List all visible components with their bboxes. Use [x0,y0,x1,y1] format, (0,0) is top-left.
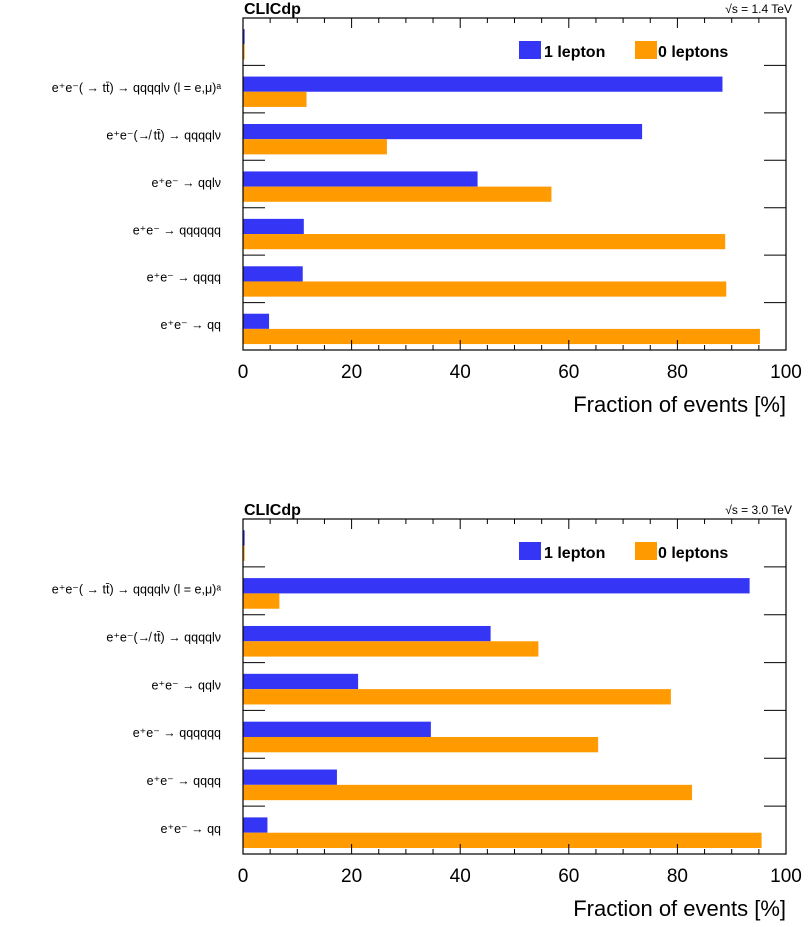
bar-zero-leptons-5 [243,91,307,107]
category-label-0: e⁺e⁻ → qq [161,318,221,332]
energy-label: √s = 3.0 TeV [725,503,792,517]
bar-zero-leptons-0 [243,328,760,345]
plot-frame [242,518,787,855]
bar-zero-leptons-4 [243,139,387,155]
bar-one-lepton-4 [243,625,491,642]
bar-zero-leptons-6 [243,545,245,561]
category-label-4: e⁺e⁻(↛ tt̄) → qqqqlν [106,128,221,142]
bar-one-lepton-3 [243,673,359,690]
x-tick-label-4: 80 [667,362,688,383]
legend-label-one-lepton: 1 lepton [544,545,605,562]
energy-label: √s = 1.4 TeV [725,2,792,16]
category-label-3: e⁺e⁻ → qqlν [152,176,221,190]
x-tick-label-1: 20 [341,866,362,887]
x-tick-label-3: 60 [558,362,579,383]
bar-one-lepton-3 [243,171,478,187]
bar-zero-leptons-3 [243,689,671,705]
x-tick-label-0: 0 [238,362,249,383]
collaboration-label: CLICdp [244,1,301,18]
bar-zero-leptons-5 [243,593,280,609]
bar-one-lepton-1 [243,266,303,282]
legend-label-zero-leptons: 0 leptons [658,44,728,61]
x-tick-label-2: 40 [450,866,471,887]
x-tick-label-5: 100 [770,866,802,887]
legend-label-zero-leptons: 0 leptons [658,545,728,562]
bar-zero-leptons-4 [243,641,539,657]
bar-one-lepton-6 [243,530,245,546]
bar-one-lepton-2 [243,721,431,737]
category-label-1: e⁺e⁻ → qqqq [147,271,221,285]
category-label-3: e⁺e⁻ → qqlν [152,678,221,692]
collaboration-label: CLICdp [244,502,301,519]
bar-zero-leptons-1 [243,281,727,297]
bar-one-lepton-5 [243,76,723,92]
bar-zero-leptons-1 [243,784,693,801]
bar-one-lepton-0 [243,817,268,833]
x-tick-label-2: 40 [450,362,471,383]
legend-label-one-lepton: 1 lepton [544,44,605,61]
legend-swatch-zero-leptons [635,41,657,59]
category-label-5: e⁺e⁻( → tt̄) → qqqqlν (l = e,μ)ᵃ [52,81,222,95]
bar-zero-leptons-0 [243,832,762,849]
category-label-0: e⁺e⁻ → qq [161,822,221,836]
bar-one-lepton-6 [243,29,245,45]
category-label-2: e⁺e⁻ → qqqqqq [133,223,221,237]
legend-swatch-zero-leptons [635,542,657,560]
category-label-2: e⁺e⁻ → qqqqqq [133,726,221,740]
category-label-5: e⁺e⁻( → tt̄) → qqqqlν (l = e,μ)ᵃ [52,583,222,597]
x-tick-label-4: 80 [667,866,688,887]
x-tick-label-0: 0 [238,866,249,887]
category-label-4: e⁺e⁻(↛ tt̄) → qqqqlν [106,631,221,645]
bar-one-lepton-2 [243,218,304,235]
x-axis-label: Fraction of events [%] [573,392,786,417]
legend-swatch-one-lepton [519,542,541,560]
plot-frame [242,17,787,351]
bar-zero-leptons-2 [243,736,599,753]
bar-one-lepton-0 [243,313,270,329]
bar-zero-leptons-3 [243,186,552,202]
bar-one-lepton-1 [243,769,337,785]
x-tick-label-5: 100 [770,362,802,383]
legend-swatch-one-lepton [519,41,541,59]
x-axis-label: Fraction of events [%] [573,896,786,921]
category-label-1: e⁺e⁻ → qqqq [147,774,221,788]
bar-zero-leptons-6 [243,44,245,60]
bar-one-lepton-4 [243,124,643,140]
bar-one-lepton-5 [243,578,750,594]
bar-zero-leptons-2 [243,234,726,250]
x-tick-label-3: 60 [558,866,579,887]
x-tick-label-1: 20 [341,362,362,383]
